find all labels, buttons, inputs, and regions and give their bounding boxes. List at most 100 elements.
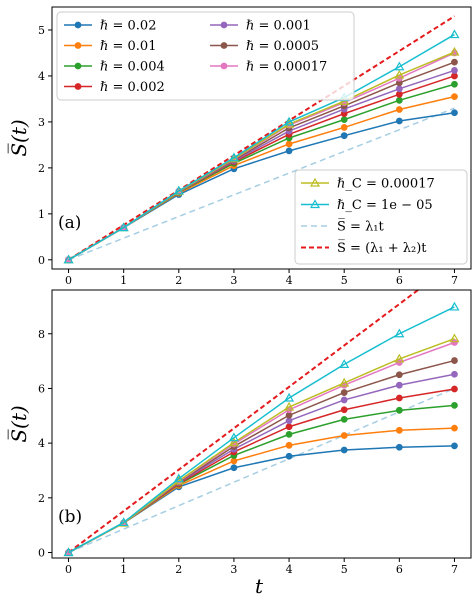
panel-a-y-tick-label: 5	[38, 24, 45, 37]
legend-label: ℏ = 0.001	[246, 19, 311, 34]
panel-a-x-tick-label: 3	[230, 274, 237, 287]
panel-b-data-point	[230, 464, 238, 472]
legend-entry-c-1e-05: ℏ_C = 1e − 05	[301, 198, 433, 213]
panel-b-x-axis-label: t	[255, 574, 264, 598]
panel-b-data-point	[340, 415, 348, 423]
panel-a-y-tick-label: 3	[38, 116, 45, 129]
panel-b-data-point	[118, 517, 129, 527]
legend-label: ℏ = 0.00017	[246, 60, 327, 75]
panel-b-data-point	[451, 424, 458, 432]
panel-b-data-point	[449, 333, 460, 343]
legend-top-box	[56, 11, 355, 101]
legend-label: ℏ_C = 0.00017	[337, 177, 435, 192]
legend-marker	[74, 42, 82, 49]
panel-a-plot-area	[63, 15, 460, 264]
panel-a-data-point	[451, 109, 458, 117]
panel-a-x-tick-label: 7	[451, 274, 458, 287]
panel-b-label: (b)	[58, 507, 82, 527]
panel-a-data-point	[395, 85, 403, 93]
panel-b-data-point	[394, 353, 405, 363]
panel-b-data-point	[228, 432, 239, 442]
panel-a-legend-bottom: ℏ_C = 0.00017 ℏ_C = 1e − 05 S̅ = λ₁t S̅ = (…	[294, 169, 468, 265]
panel-a-y-tick-label: 4	[38, 70, 45, 83]
panel-b-data-point	[285, 441, 293, 449]
legend-label: ℏ = 0.01	[100, 39, 156, 54]
panel-a-series-s-t-line	[68, 15, 455, 261]
panel-a-data-point	[395, 90, 403, 98]
panel-a-data-point	[285, 140, 293, 148]
panel-b-data-point	[394, 328, 405, 338]
panel-a-data-point	[395, 117, 403, 125]
panel-b-data-point	[284, 392, 295, 402]
legend-label: S̅ = (λ₁ + λ₂)t	[337, 240, 427, 256]
panel-b-data-point	[173, 473, 184, 483]
panel-b-data-point	[63, 547, 74, 557]
panel-b-data-point	[395, 406, 403, 414]
panel-b-data-point	[285, 452, 293, 460]
panel-b-y-tick-label: 6	[38, 382, 45, 395]
panel-a-data-point	[451, 58, 458, 66]
panel-b-y-tick-label: 4	[38, 437, 45, 450]
panel-a-data-point	[449, 46, 460, 56]
legend-marker	[74, 21, 82, 29]
panel-b-data-point	[340, 389, 348, 396]
legend-entry-0-02: ℏ = 0.02	[64, 19, 156, 34]
panel-a-series-line	[68, 33, 455, 261]
legend-entry-0-001: ℏ = 0.001	[210, 19, 311, 34]
panel-a-y-tick-label: 2	[38, 162, 45, 175]
panel-b-ticks: 0 1 2 3 4 5 6 7 0 2 4 6 8	[38, 328, 458, 576]
panel-a-data-point	[451, 80, 458, 88]
panel-a-x-tick-label: 1	[120, 274, 127, 287]
legend-bottom-box	[294, 169, 468, 265]
panel-a-data-point	[340, 124, 348, 131]
panel-b-data-point	[340, 432, 348, 439]
panel-b-series-c-1e-05	[63, 301, 460, 557]
legend-marker	[309, 199, 321, 209]
legend-marker	[74, 62, 82, 70]
legend-marker	[220, 62, 228, 70]
panel-b-data-point	[340, 396, 348, 404]
panel-b-x-tick-label: 5	[341, 563, 348, 576]
panel-b-data-point	[451, 339, 458, 346]
panel-b-y-tick-label: 8	[38, 328, 45, 341]
legend-entry-0-004: ℏ = 0.004	[64, 60, 165, 75]
panel-b-x-tick-label: 7	[451, 563, 458, 576]
panel-a-data-point	[449, 29, 460, 39]
panel-a-data-point	[63, 254, 74, 264]
legend-marker	[309, 177, 321, 187]
panel-a-x-tick-label: 5	[341, 274, 348, 287]
panel-b-data-point	[395, 381, 403, 389]
panel-b-x-tick-label: 6	[396, 563, 403, 576]
panel-a-data-point	[340, 116, 348, 124]
legend-entry-0-01: ℏ = 0.01	[64, 39, 156, 54]
panel-b-data-point	[340, 406, 348, 414]
panel-a-data-point	[451, 67, 458, 74]
panel-b-data-point	[285, 423, 293, 431]
legend-label: S̅ = λ₁t	[337, 218, 385, 234]
panel-b-series-line	[68, 306, 455, 554]
panel-b-x-tick-label: 4	[286, 563, 293, 576]
legend-entry-s-t: S̅ = λ₁t	[301, 218, 385, 235]
panel-a-y-axis-label: S̅(t)	[6, 119, 31, 156]
panel-b-data-point	[285, 430, 293, 438]
panel-a-x-tick-label: 6	[396, 274, 403, 287]
legend-entry-c-0-00017: ℏ_C = 0.00017	[301, 177, 435, 192]
panel-a-y-tick-label: 1	[38, 208, 45, 221]
panel-b-data-point	[395, 371, 403, 379]
panel-b-data-point	[395, 394, 403, 402]
legend-entry-0-0005: ℏ = 0.0005	[210, 39, 319, 54]
panel-b-x-tick-label: 0	[65, 563, 72, 576]
panel-a-x-tick-label: 0	[65, 274, 72, 287]
panel-b-data-point	[340, 446, 348, 454]
legend-marker	[220, 21, 228, 29]
panel-b-data-point	[451, 385, 458, 393]
panel-a-data-point	[394, 69, 405, 79]
panel-a-x-tick-label: 2	[175, 274, 182, 287]
panel-a-data-point	[394, 61, 405, 71]
panel-b-series-s-t-line	[67, 290, 420, 554]
legend-label: ℏ = 0.002	[100, 80, 165, 95]
panel-b-x-tick-label: 2	[175, 563, 182, 576]
legend-label: ℏ = 0.004	[100, 60, 165, 75]
panel-b-data-point	[395, 443, 403, 451]
